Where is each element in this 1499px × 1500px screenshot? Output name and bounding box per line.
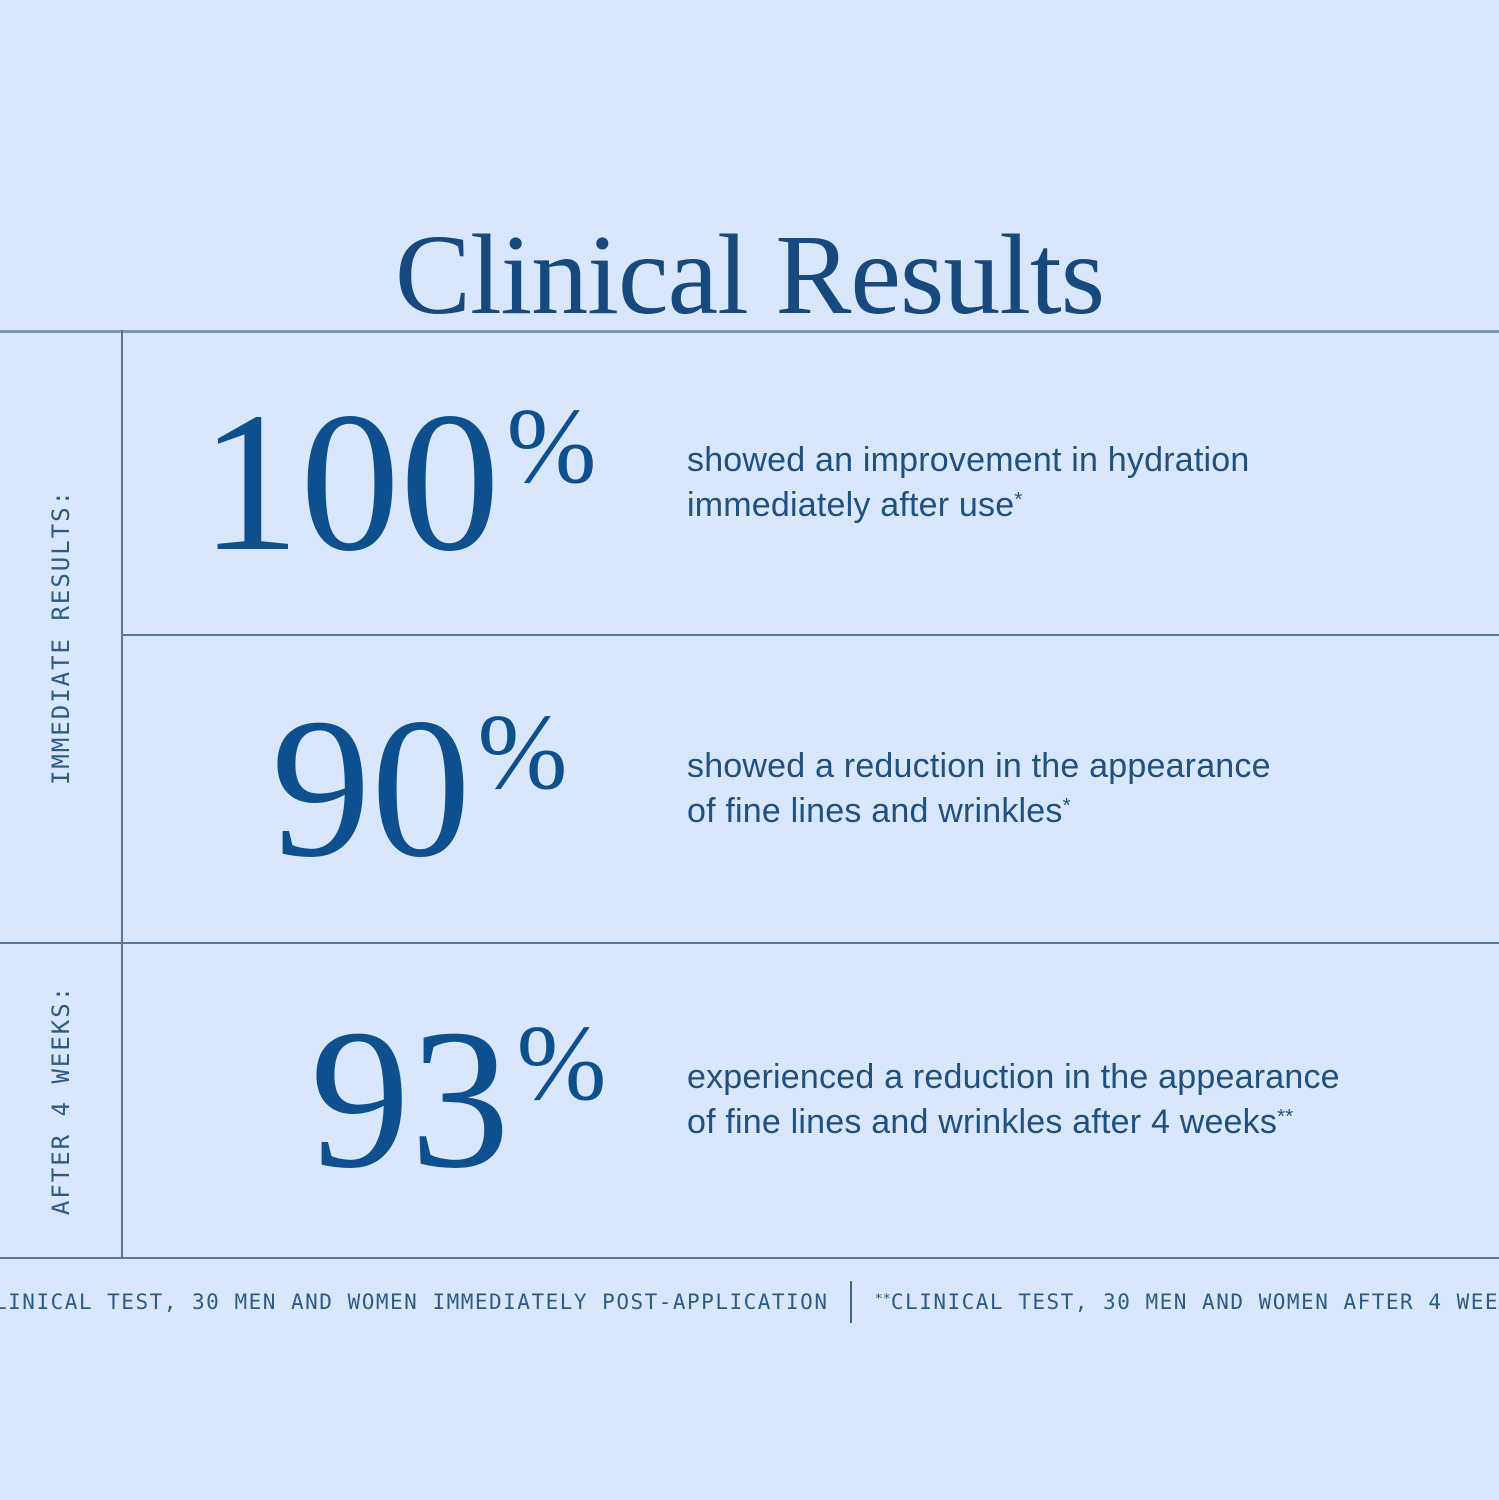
section-label-immediate-results: IMMEDIATE RESULTS: [0,331,122,942]
footnote-separator [850,1281,853,1323]
stat-description: showed a reduction in the appearance of f… [687,746,1271,830]
stat-row: 100% showed an improvement in hydration i… [122,331,1499,634]
stat-description: showed an improvement in hydration immedi… [687,440,1250,524]
stat-row: 90% showed a reduction in the appearance… [122,635,1499,942]
percent-sign: % [506,386,597,506]
divider-vertical [121,330,123,1259]
footnote-marker: ** [1277,1105,1294,1128]
stat-number: 93 [310,989,510,1210]
stat-value: 93% [310,1000,606,1200]
footnote-1: *CLINICAL TEST, 30 MEN AND WOMEN IMMEDIA… [0,1290,829,1314]
divider-top [0,330,1499,333]
divider-row-2-3 [0,942,1499,944]
footnotes-bar: *CLINICAL TEST, 30 MEN AND WOMEN IMMEDIA… [0,1258,1499,1346]
footnote-marker: * [1014,488,1023,511]
stat-value: 100% [200,382,597,583]
stat-number: 100 [200,371,500,593]
page-title: Clinical Results [394,211,1105,339]
percent-sign: % [516,1004,607,1124]
footnote-marker: * [1062,794,1071,817]
stat-value: 90% [271,688,568,889]
stat-row: 93% experienced a reduction in the appea… [122,943,1499,1257]
stat-description: experienced a reduction in the appearanc… [687,1058,1340,1141]
section-label-text: AFTER 4 WEEKS: [47,984,76,1216]
divider-bottom [0,1257,1499,1259]
percent-sign: % [477,692,568,812]
section-label-text: IMMEDIATE RESULTS: [47,488,75,785]
footnote-2: **CLINICAL TEST, 30 MEN AND WOMEN AFTER … [874,1290,1499,1314]
stat-number: 90 [271,677,471,899]
divider-row-1-2 [122,634,1499,636]
section-label-after-4-weeks: AFTER 4 WEEKS: [0,943,122,1257]
footnote-marker: ** [874,1290,891,1307]
